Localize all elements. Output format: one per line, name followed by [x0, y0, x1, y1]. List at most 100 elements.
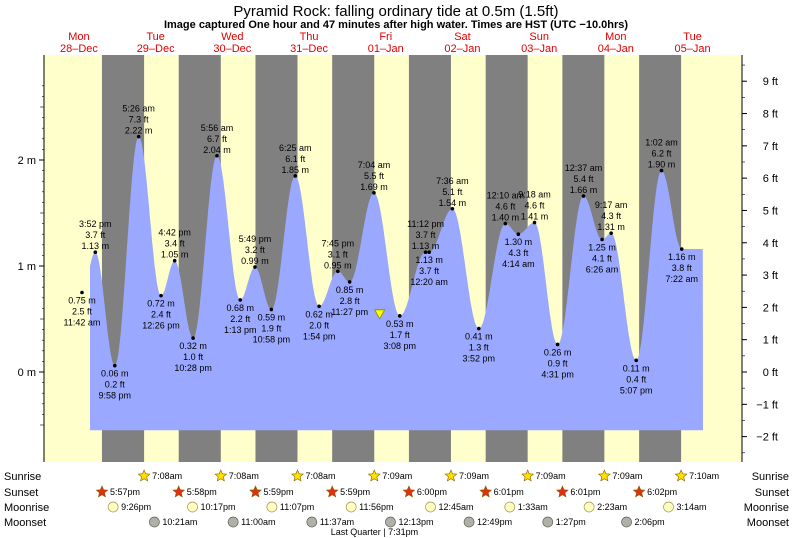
extreme-label: 5:26 am — [122, 104, 155, 114]
sunrise-time: 7:08am — [152, 471, 182, 481]
extreme-point — [450, 206, 455, 211]
moonrise-row-label: Moonrise — [4, 502, 49, 514]
extreme-label: 1.30 m — [505, 237, 533, 247]
extreme-label: 4.1 ft — [592, 254, 613, 264]
extreme-point — [347, 280, 352, 284]
extreme-label: 4:14 am — [502, 259, 535, 269]
moonrise-icon — [663, 501, 674, 513]
day-headers: Mon28–DecTue29–DecWed30–DecThu31–DecFri0… — [60, 31, 711, 55]
extreme-label: 5.5 ft — [364, 171, 385, 181]
foot-tick-label: −1 ft — [756, 399, 778, 411]
moonrise-icon — [266, 501, 278, 513]
tide-area — [90, 136, 703, 431]
extreme-point — [581, 194, 586, 198]
extreme-label: 0.99 m — [241, 256, 269, 266]
moonrise-time: 11:07pm — [280, 502, 314, 512]
moonset-icon — [385, 516, 396, 528]
extreme-point — [113, 363, 117, 368]
extreme-label: 12:10 am — [487, 191, 525, 201]
extreme-label: 12:26 pm — [142, 321, 180, 331]
sunrise-icon — [444, 469, 458, 482]
extreme-label: 10:28 pm — [174, 363, 212, 373]
extreme-point — [293, 174, 298, 178]
extreme-label: 11:27 pm — [331, 307, 368, 317]
moon-phase-label: Last Quarter | 7:31pm — [331, 527, 418, 537]
day-name: Sun — [529, 31, 549, 43]
sunrise-icon — [291, 469, 304, 482]
extreme-label: 3:52 pm — [463, 354, 496, 364]
extreme-point — [600, 237, 604, 242]
extreme-point — [503, 221, 508, 226]
extreme-label: 0.41 m — [465, 332, 493, 342]
sunset-row-label: Sunset — [4, 487, 38, 499]
day-date: 03–Jan — [521, 43, 557, 55]
extreme-label: 4:42 pm — [158, 228, 191, 238]
extreme-label: 6.2 ft — [651, 149, 672, 159]
extreme-point — [397, 314, 402, 318]
sunrise-time: 7:08am — [305, 471, 335, 481]
moonset-row-label-right: Moonset — [747, 517, 789, 529]
extreme-point — [336, 269, 340, 274]
extreme-label: 1.31 m — [597, 222, 625, 232]
day-name: Wed — [221, 31, 243, 43]
extreme-label: 4:31 pm — [541, 369, 574, 379]
sunset-time: 6:00pm — [417, 487, 447, 497]
day-name: Thu — [300, 31, 319, 43]
extreme-label: 6:25 am — [279, 143, 312, 153]
sunset-icon — [479, 485, 493, 498]
moonset-icon — [306, 516, 318, 528]
extreme-label: 1.16 m — [668, 252, 696, 262]
extreme-label: 3.7 ft — [85, 230, 106, 240]
extreme-label: 1:54 pm — [303, 331, 336, 341]
extreme-point — [159, 293, 163, 298]
chart-subtitle: Image captured One hour and 47 minutes a… — [164, 19, 628, 31]
extreme-point — [609, 231, 613, 235]
day-date: 29–Dec — [137, 43, 175, 55]
extreme-label: 2.5 ft — [72, 307, 93, 317]
foot-tick-label: −2 ft — [756, 432, 778, 444]
day-date: 30–Dec — [213, 43, 251, 55]
sunset-time: 5:57pm — [110, 487, 140, 497]
extreme-label: 2.04 m — [203, 145, 231, 155]
sunrise-icon — [674, 469, 688, 482]
extreme-label: 3.7 ft — [416, 230, 437, 240]
chart-title: Pyramid Rock: falling ordinary tide at 0… — [233, 3, 558, 20]
moonset-time: 10:21am — [162, 517, 197, 527]
moonset-icon — [149, 516, 160, 528]
extreme-point — [136, 134, 141, 139]
extreme-point — [93, 250, 98, 255]
axes: 2 m 1 m 0 m 9 ft 8 ft 7 ft 6 ft 5 ft 4 ft 3 ft 2 f… — [18, 55, 778, 462]
foot-tick-label: 1 ft — [763, 335, 778, 347]
extreme-label: 1.13 m — [82, 241, 110, 251]
extreme-point — [172, 258, 177, 263]
extreme-label: 1.66 m — [570, 185, 598, 195]
moonrise-time: 10:17pm — [201, 502, 236, 512]
sunset-time: 5:59pm — [340, 487, 370, 497]
metre-tick-label: 0 m — [18, 367, 36, 379]
extreme-label: 0.53 m — [386, 319, 414, 329]
extreme-point — [477, 326, 481, 331]
sunrise-time: 7:09am — [459, 471, 489, 481]
extreme-point — [423, 250, 428, 255]
moonrise-icon — [345, 501, 357, 513]
foot-tick-label: 5 ft — [763, 205, 778, 217]
extreme-point — [191, 336, 195, 340]
extreme-label: 1.54 m — [439, 198, 467, 208]
moonrise-icon — [107, 501, 119, 513]
moonrise-icon — [425, 501, 436, 513]
sunset-icon — [402, 485, 416, 498]
sunrise-time: 7:08am — [229, 471, 259, 481]
sunrise-icon — [367, 469, 381, 482]
extreme-label: 2.4 ft — [151, 310, 172, 320]
moonset-time: 2:06pm — [635, 517, 665, 527]
day-name: Sat — [454, 31, 471, 43]
extreme-label: 0.4 ft — [626, 374, 647, 384]
sunrise-icon — [597, 469, 611, 482]
moonrise-time: 2:23am — [597, 502, 627, 512]
extreme-label: 12:20 am — [410, 277, 448, 287]
extreme-label: 3:08 pm — [383, 341, 416, 351]
sunrise-time: 7:09am — [612, 471, 642, 481]
day-name: Mon — [605, 31, 626, 43]
